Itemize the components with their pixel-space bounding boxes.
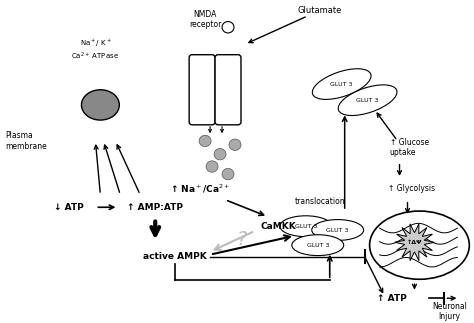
Circle shape — [206, 161, 218, 172]
Text: GLUT 3: GLUT 3 — [356, 98, 379, 103]
Text: ↑ Glycolysis: ↑ Glycolysis — [388, 184, 435, 193]
Text: ↑ ATP: ↑ ATP — [377, 294, 406, 303]
Text: ↑ΔΨ: ↑ΔΨ — [407, 240, 422, 245]
Text: Glutamate: Glutamate — [298, 6, 342, 15]
Text: GLUT 3: GLUT 3 — [307, 243, 329, 248]
Text: ↑ Glucose
uptake: ↑ Glucose uptake — [390, 138, 428, 157]
Ellipse shape — [280, 216, 332, 237]
Circle shape — [199, 135, 211, 147]
Ellipse shape — [312, 220, 364, 240]
Text: ?: ? — [237, 230, 247, 249]
Text: GLUT 3: GLUT 3 — [330, 82, 353, 87]
Polygon shape — [394, 224, 434, 261]
Text: ↓ ATP: ↓ ATP — [54, 203, 83, 212]
Circle shape — [222, 22, 234, 33]
FancyBboxPatch shape — [189, 55, 215, 125]
Ellipse shape — [312, 69, 371, 99]
Text: active AMPK: active AMPK — [143, 252, 207, 261]
Text: ↑ Na$^+$/Ca$^{2+}$: ↑ Na$^+$/Ca$^{2+}$ — [170, 182, 230, 194]
Text: ↑ AMP:ATP: ↑ AMP:ATP — [127, 203, 183, 212]
Text: translocation: translocation — [294, 197, 345, 206]
Text: NMDA
receptor: NMDA receptor — [189, 10, 221, 29]
Text: Neuronal
Injury: Neuronal Injury — [432, 302, 467, 321]
FancyBboxPatch shape — [215, 55, 241, 125]
Ellipse shape — [292, 235, 344, 255]
Ellipse shape — [370, 211, 469, 279]
Text: CaMKK: CaMKK — [260, 222, 296, 231]
Text: Na$^+$/ K$^+$
Ca$^{2+}$ ATPase: Na$^+$/ K$^+$ Ca$^{2+}$ ATPase — [72, 38, 119, 62]
Circle shape — [214, 149, 226, 160]
Ellipse shape — [82, 90, 119, 120]
Text: GLUT 3: GLUT 3 — [327, 227, 349, 233]
Text: Plasma
membrane: Plasma membrane — [6, 131, 47, 151]
Ellipse shape — [338, 85, 397, 116]
Circle shape — [229, 139, 241, 151]
Text: GLUT 3: GLUT 3 — [294, 224, 317, 229]
Circle shape — [222, 168, 234, 180]
